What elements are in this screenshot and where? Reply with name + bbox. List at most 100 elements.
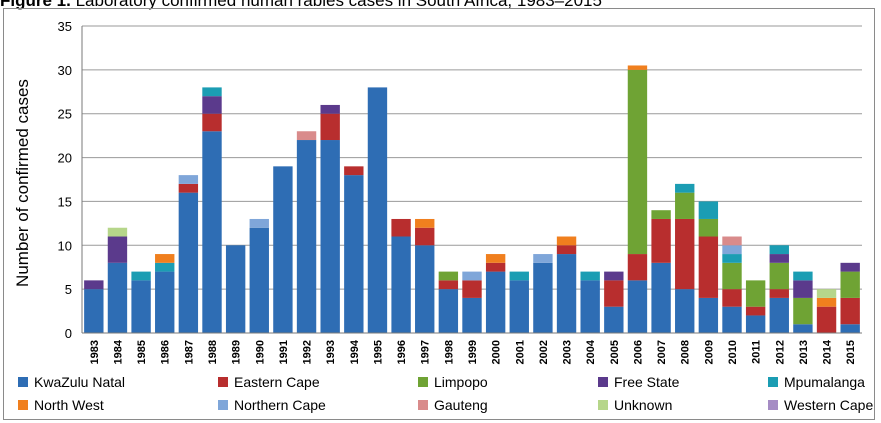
y-axis-ticks: 0 5 10 15 20 25 30 35: [58, 19, 72, 341]
legend: KwaZulu Natal Eastern Cape Limpopo Free Sta…: [18, 374, 873, 413]
legend-swatch: [218, 400, 228, 410]
bar-segment: [675, 218, 695, 290]
bar-segment: [320, 140, 340, 333]
y-tick-label: 20: [58, 151, 72, 166]
bar-segment: [273, 166, 293, 333]
bar-segment: [769, 245, 789, 255]
bar-segment: [769, 254, 789, 263]
bar-segment: [816, 289, 837, 298]
bar-segment: [769, 289, 789, 298]
x-tick-label: 2006: [632, 340, 644, 364]
bar-segment: [651, 210, 671, 219]
legend-label: North West: [34, 397, 104, 413]
legend-item: North West: [18, 397, 104, 413]
y-tick-label: 0: [65, 326, 72, 341]
legend-swatch: [18, 377, 28, 387]
bar-segment: [840, 271, 860, 298]
legend-item: Northern Cape: [218, 397, 326, 413]
bar-segment: [840, 262, 860, 272]
bar-segment: [580, 271, 600, 281]
bar-segment: [320, 104, 340, 114]
x-tick-label: 1987: [183, 340, 195, 364]
bar-segment: [415, 227, 435, 246]
bar-segment: [462, 271, 482, 281]
legend-item: Limpopo: [418, 374, 488, 390]
x-tick-label: 1991: [278, 340, 290, 364]
bar-segment: [556, 236, 577, 246]
x-tick-label: 2012: [774, 340, 786, 364]
bar-segment: [107, 236, 128, 263]
bar-segment: [131, 271, 151, 281]
x-tick-label: 2009: [703, 340, 715, 364]
bar-segment: [816, 297, 837, 307]
x-tick-label: 1988: [207, 340, 219, 364]
chart-frame: [3, 8, 875, 420]
bar-segment: [296, 140, 317, 333]
x-tick-label: 1992: [302, 340, 314, 364]
bar-segment: [202, 131, 222, 333]
bar-segment: [296, 131, 317, 141]
x-tick-label: 1983: [89, 340, 101, 364]
legend-label: Free State: [614, 374, 680, 390]
legend-swatch: [768, 377, 778, 387]
bars: [84, 65, 860, 334]
legend-item: Free State: [598, 374, 680, 390]
bar-segment: [249, 218, 269, 228]
bar-segment: [769, 262, 789, 290]
bar-segment: [722, 289, 742, 307]
bar-segment: [462, 297, 482, 333]
y-tick-label: 5: [65, 282, 72, 297]
legend-swatch: [598, 377, 608, 387]
legend-swatch: [18, 400, 28, 410]
legend-swatch: [418, 377, 428, 387]
x-axis-ticks: 1983 1984 1985 1986 1987 1988 1989 1990 1991 1992…: [89, 339, 857, 364]
bar-segment: [320, 113, 340, 141]
y-tick-label: 25: [58, 107, 72, 122]
bar-segment: [675, 289, 695, 333]
bar-segment: [722, 245, 742, 255]
bar-segment: [556, 245, 577, 255]
x-tick-label: 2004: [585, 339, 597, 364]
chart-title: Figure 1. Laboratory confirmed human rab…: [0, 0, 881, 11]
bar-segment: [816, 306, 837, 333]
bar-segment: [391, 236, 411, 333]
bar-segment: [722, 236, 742, 246]
bar-segment: [651, 262, 671, 333]
bar-segment: [533, 254, 553, 263]
bar-segment: [178, 192, 199, 333]
legend-label: Unknown: [614, 397, 672, 413]
x-tick-label: 2000: [491, 340, 503, 364]
title-text: Laboratory confirmed human rabies cases …: [70, 0, 602, 10]
legend-label: Limpopo: [434, 374, 488, 390]
x-tick-label: 2015: [845, 340, 857, 364]
bar-segment: [344, 166, 364, 176]
x-tick-label: 1993: [325, 340, 337, 364]
x-tick-label: 2005: [609, 340, 621, 364]
x-tick-label: 1990: [254, 340, 266, 364]
bar-segment: [178, 175, 199, 184]
legend-item: KwaZulu Natal: [18, 374, 125, 390]
x-tick-label: 1999: [467, 340, 479, 364]
x-tick-label: 1984: [112, 339, 124, 364]
legend-swatch: [768, 400, 778, 410]
bar-segment: [202, 96, 222, 114]
bar-segment: [84, 289, 104, 333]
x-tick-label: 1998: [443, 340, 455, 364]
legend-swatch: [418, 400, 428, 410]
bar-segment: [485, 262, 506, 272]
x-tick-label: 2002: [538, 340, 550, 364]
x-tick-label: 2008: [680, 340, 692, 364]
bar-segment: [698, 297, 719, 333]
bar-segment: [178, 183, 199, 193]
y-tick-label: 10: [58, 238, 72, 253]
bar-segment: [155, 271, 175, 333]
bar-segment: [415, 245, 435, 333]
legend-swatch: [598, 400, 608, 410]
bar-segment: [698, 236, 719, 298]
legend-label: Eastern Cape: [234, 374, 320, 390]
y-tick-label: 35: [58, 19, 72, 34]
bar-segment: [627, 69, 648, 255]
bar-segment: [627, 254, 648, 281]
bar-segment: [485, 254, 506, 263]
